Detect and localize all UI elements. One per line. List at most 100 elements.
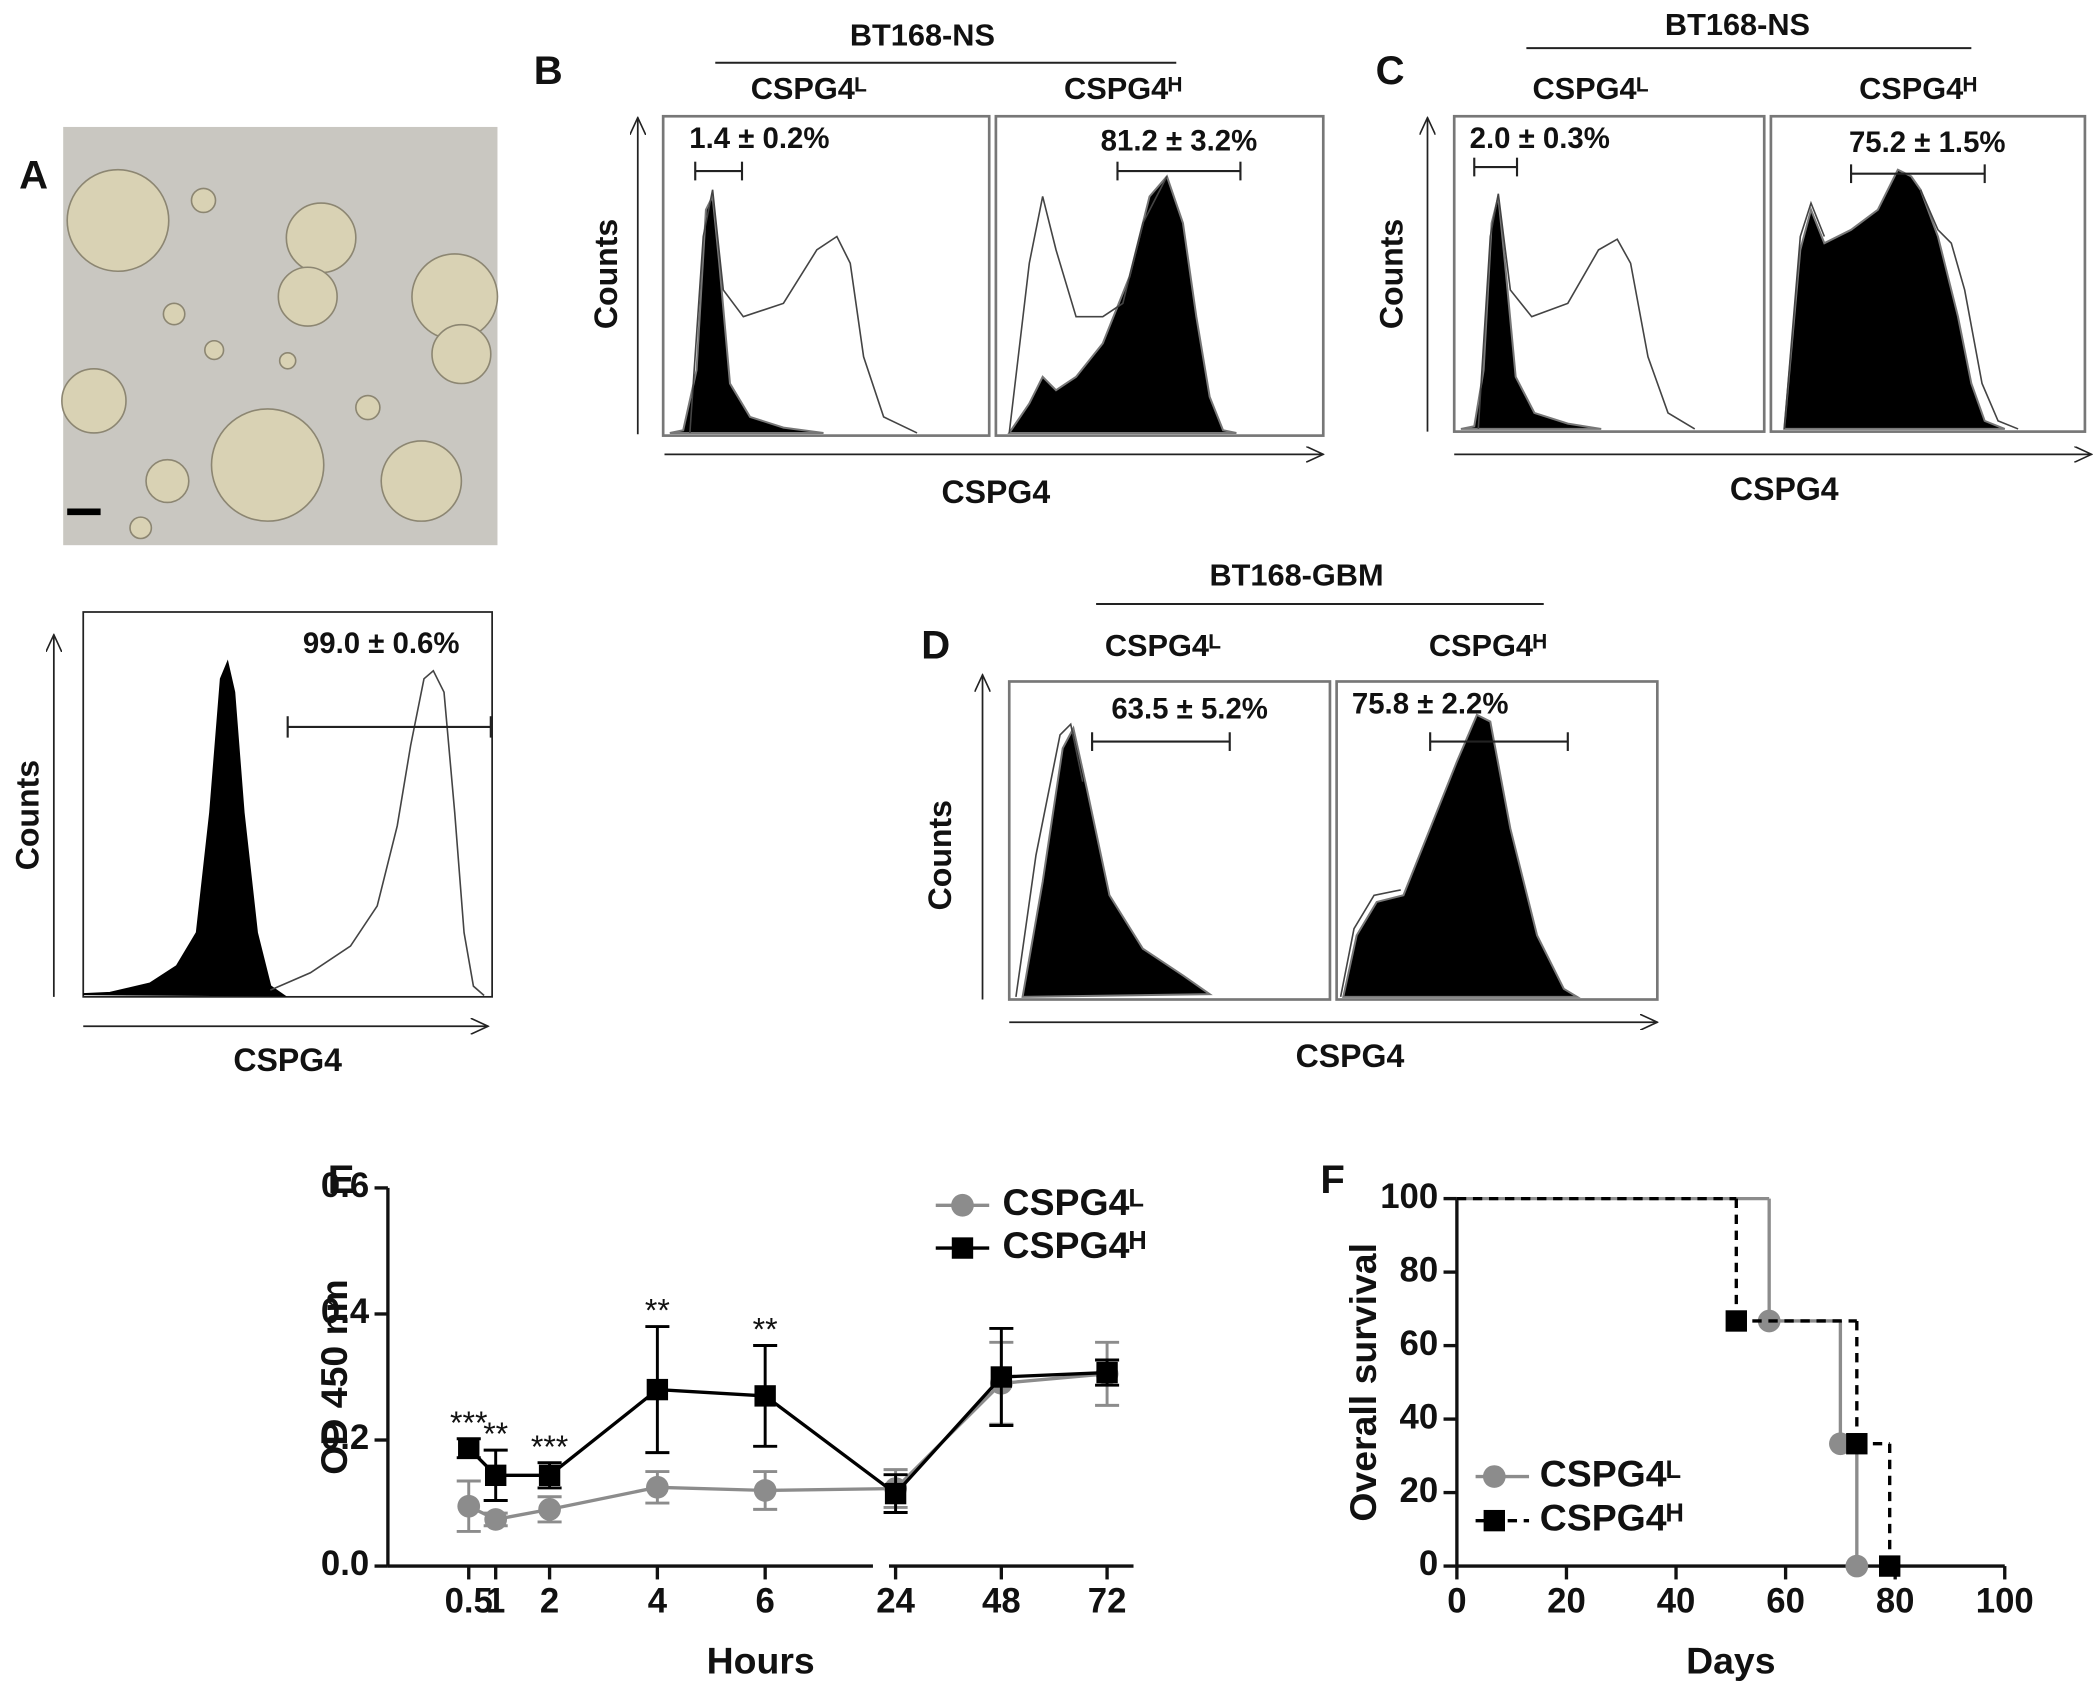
y-tick-label: 80 <box>1400 1251 1439 1289</box>
subset-label: CSPG4ᴸ <box>751 71 867 106</box>
y-tick-label: 0.2 <box>321 1419 369 1457</box>
panel-label: E <box>328 1158 355 1202</box>
y-axis-label: Counts <box>9 760 45 870</box>
x-tick-label: 1 <box>486 1583 505 1621</box>
x-tick-label: 0 <box>1447 1583 1466 1621</box>
histogram-filled <box>83 659 287 997</box>
group-title: BT168-GBM <box>1209 557 1383 592</box>
histogram <box>1335 680 1659 1001</box>
y-tick-label: 100 <box>1380 1178 1438 1216</box>
x-tick-label: 20 <box>1547 1583 1586 1621</box>
y-tick-label: 60 <box>1400 1325 1439 1363</box>
histogram-open <box>1477 193 1696 430</box>
histogram-open <box>269 669 485 997</box>
marker <box>753 1479 777 1502</box>
marker <box>457 1494 481 1518</box>
histogram <box>1452 114 1766 433</box>
panel-label: B <box>534 49 563 93</box>
histogram <box>994 114 1325 437</box>
marker <box>484 1464 507 1487</box>
x-tick-label: 0.5 <box>445 1583 493 1621</box>
x-axis-label: CSPG4 <box>942 474 1051 510</box>
x-tick-label: 72 <box>1088 1583 1127 1621</box>
x-tick-label: 4 <box>648 1583 668 1621</box>
panel-label: D <box>921 624 950 668</box>
y-axis-label: Counts <box>922 800 958 910</box>
marker <box>1829 1432 1852 1456</box>
legend-marker <box>951 1237 974 1259</box>
marker <box>1879 1555 1901 1577</box>
marker <box>538 1464 561 1487</box>
histogram-filled <box>1342 713 1581 998</box>
legend-label: CSPG4ᴸ <box>1003 1181 1144 1223</box>
marker <box>754 1385 776 1407</box>
marker <box>1096 1361 1118 1384</box>
histogram <box>82 611 493 998</box>
x-tick-label: 100 <box>1976 1583 2034 1621</box>
y-tick-label: 40 <box>1400 1398 1439 1436</box>
y-axis-label: Counts <box>588 219 624 329</box>
marker <box>484 1508 508 1531</box>
panel-label: C <box>1376 49 1405 93</box>
x-tick-label: 80 <box>1876 1583 1915 1621</box>
x-tick-label: 60 <box>1766 1583 1805 1621</box>
gate-label: 1.4 ± 0.2% <box>689 122 829 155</box>
marker <box>1846 1433 1868 1455</box>
annotation: ** <box>645 1293 670 1329</box>
y-axis-label: OD 450 nm <box>313 1279 355 1474</box>
histogram-open <box>1015 722 1084 997</box>
x-tick-label: 2 <box>540 1583 559 1621</box>
panel-label: A <box>19 153 48 197</box>
histogram-open <box>1008 176 1168 434</box>
subset-label: CSPG4ᴴ <box>1064 71 1182 106</box>
annotation: ** <box>483 1416 508 1452</box>
gate-label: 81.2 ± 3.2% <box>1101 125 1258 158</box>
legend-marker <box>1483 1509 1505 1532</box>
histogram-filled <box>1783 168 2006 430</box>
y-tick-label: 0 <box>1419 1545 1438 1583</box>
annotation: ** <box>753 1312 778 1348</box>
marker <box>646 1475 669 1499</box>
marker <box>1725 1310 1747 1332</box>
x-axis-label: CSPG4 <box>1296 1038 1405 1074</box>
y-tick-label: 20 <box>1400 1472 1439 1510</box>
marker <box>538 1497 561 1521</box>
legend-marker <box>951 1193 974 1217</box>
x-tick-label: 40 <box>1657 1583 1696 1621</box>
x-axis-label: CSPG4 <box>1730 471 1839 507</box>
x-axis-label: Hours <box>707 1639 815 1681</box>
x-tick-label: 24 <box>876 1583 915 1621</box>
cell-clusters <box>61 168 499 540</box>
histogram-open <box>1339 889 1401 997</box>
y-tick-label: 0.6 <box>321 1167 369 1205</box>
x-axis-label: CSPG4 <box>233 1042 342 1078</box>
legend-label: CSPG4ᴴ <box>1003 1224 1146 1266</box>
marker <box>990 1366 1013 1388</box>
y-axis-label: Overall survival <box>1342 1243 1384 1522</box>
y-axis-label: Counts <box>1374 219 1410 329</box>
subset-label: CSPG4ᴸ <box>1532 71 1648 106</box>
x-tick-label: 6 <box>755 1583 774 1621</box>
gate-label: 63.5 ± 5.2% <box>1111 693 1268 726</box>
plot-frame <box>82 611 493 998</box>
subset-label: CSPG4ᴴ <box>1859 71 1977 106</box>
legend-label: CSPG4ᴸ <box>1540 1452 1681 1494</box>
group-title: BT168-NS <box>850 18 995 53</box>
panel-label: F <box>1320 1158 1344 1202</box>
y-tick-label: 0.4 <box>321 1293 370 1331</box>
gate-label: 75.2 ± 1.5% <box>1849 126 2006 159</box>
x-tick-label: 48 <box>982 1583 1021 1621</box>
histogram <box>1769 114 2087 433</box>
marker <box>1845 1554 1869 1578</box>
histogram-filled <box>1007 174 1237 434</box>
histogram <box>1007 680 1332 1001</box>
marker <box>458 1437 480 1459</box>
marker <box>646 1378 669 1401</box>
x-axis-label: Days <box>1686 1639 1775 1681</box>
histogram-open <box>689 189 918 434</box>
group-title: BT168-NS <box>1665 7 1810 42</box>
histogram-filled <box>1021 725 1213 998</box>
gate-label: 2.0 ± 0.3% <box>1470 122 1610 155</box>
histogram-open <box>1783 189 2019 430</box>
